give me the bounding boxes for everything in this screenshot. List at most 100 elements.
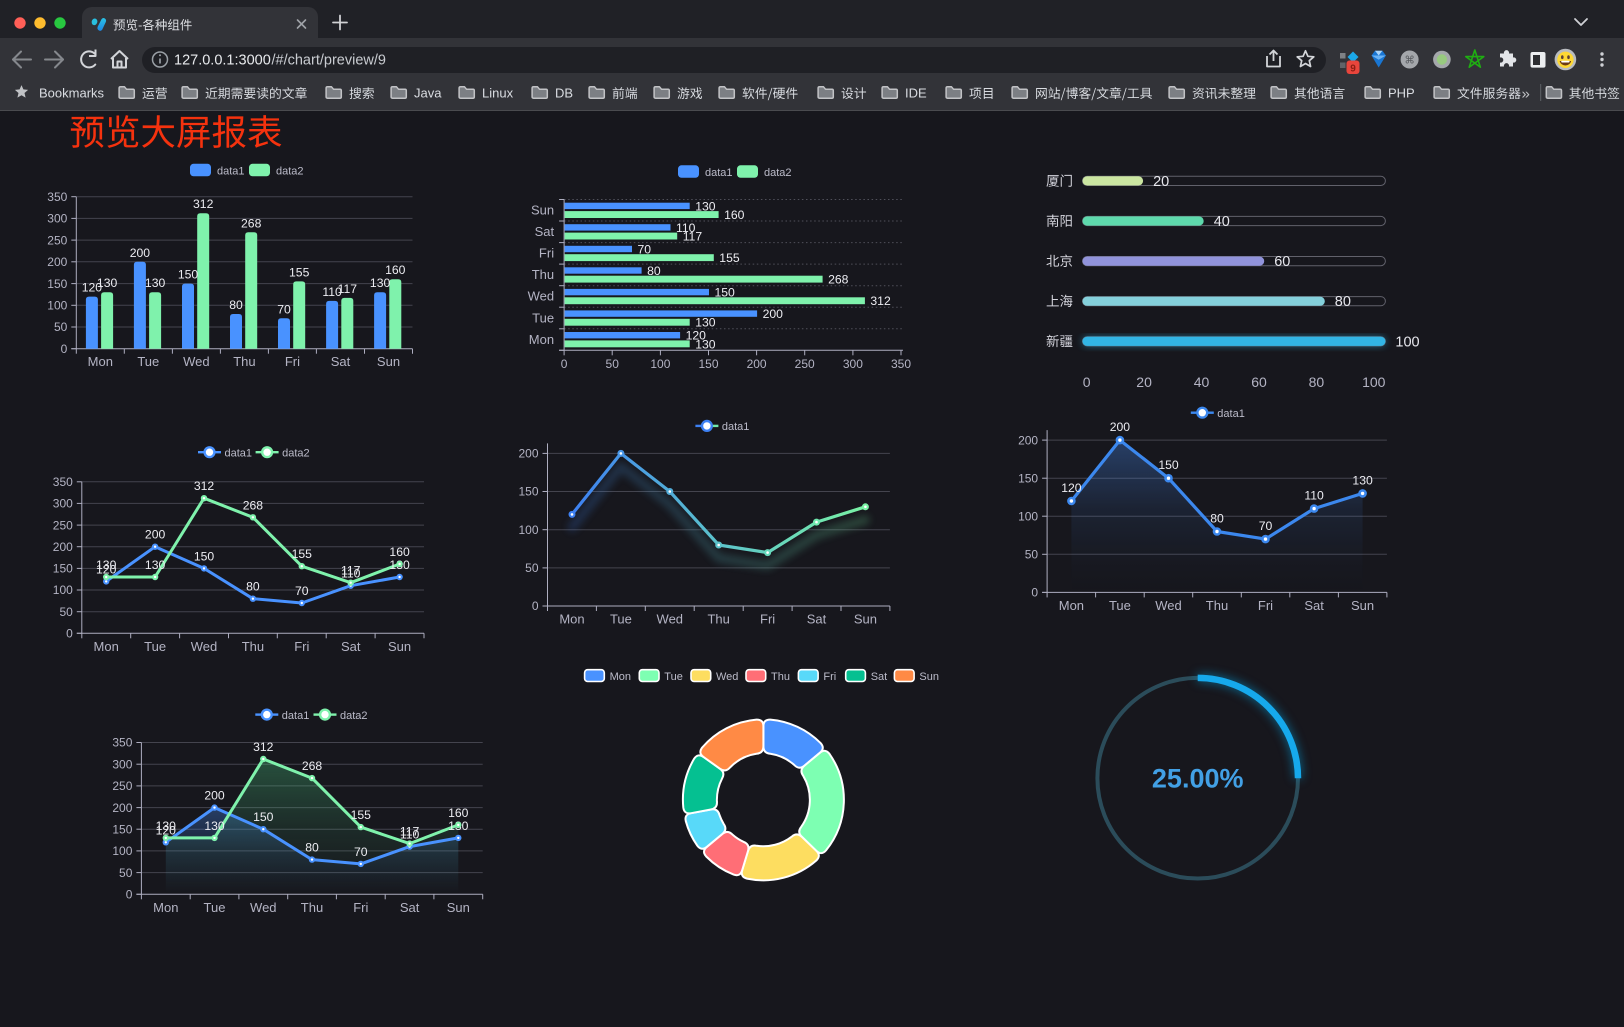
svg-text:150: 150 [253, 810, 274, 824]
svg-text:Sun: Sun [377, 354, 400, 369]
svg-text:Fri: Fri [1258, 598, 1273, 613]
svg-text:Tue: Tue [1109, 598, 1131, 613]
svg-text:80: 80 [1335, 294, 1351, 310]
svg-text:117: 117 [683, 230, 703, 244]
svg-text:120: 120 [96, 562, 117, 576]
svg-text:70: 70 [295, 584, 309, 598]
svg-text:130: 130 [1352, 473, 1373, 487]
svg-text:0: 0 [61, 342, 68, 356]
svg-text:200: 200 [145, 528, 166, 542]
svg-text:Mon: Mon [88, 354, 113, 369]
svg-text:117: 117 [400, 825, 420, 839]
svg-text:200: 200 [1018, 433, 1038, 447]
svg-text:350: 350 [53, 475, 73, 489]
svg-text:200: 200 [53, 540, 73, 554]
svg-text:Fri: Fri [539, 246, 554, 261]
svg-text:250: 250 [795, 357, 815, 371]
svg-text:120: 120 [686, 329, 707, 343]
svg-text:268: 268 [828, 273, 849, 287]
svg-text:80: 80 [1309, 374, 1325, 390]
svg-text:200: 200 [518, 447, 538, 461]
svg-text:120: 120 [1061, 481, 1082, 495]
svg-text:Sat: Sat [535, 224, 555, 239]
svg-text:Sun: Sun [388, 639, 411, 654]
svg-text:Wed: Wed [657, 612, 684, 627]
svg-text:Tue: Tue [532, 310, 554, 325]
svg-text:0: 0 [1031, 586, 1038, 600]
svg-text:200: 200 [747, 357, 767, 371]
svg-text:40: 40 [1214, 214, 1230, 230]
svg-text:155: 155 [292, 547, 313, 561]
svg-text:160: 160 [385, 263, 406, 277]
svg-text:Sat: Sat [400, 900, 420, 915]
svg-text:Sat: Sat [331, 354, 351, 369]
svg-text:9: 9 [1350, 63, 1356, 74]
svg-text:⌘: ⌘ [1404, 54, 1415, 66]
svg-text:data1: data1 [217, 165, 245, 177]
svg-text:Mon: Mon [153, 900, 178, 915]
svg-text:250: 250 [53, 518, 73, 532]
svg-text:Wed: Wed [716, 671, 738, 683]
svg-text:data2: data2 [276, 165, 304, 177]
svg-text:Mon: Mon [529, 332, 554, 347]
svg-text:50: 50 [606, 357, 620, 371]
svg-text:data2: data2 [764, 167, 792, 179]
svg-text:IDE: IDE [905, 86, 927, 101]
svg-text:200: 200 [204, 789, 225, 803]
svg-text:Sun: Sun [531, 203, 554, 218]
svg-text:Bookmarks: Bookmarks [39, 86, 105, 101]
svg-text:80: 80 [229, 298, 243, 312]
svg-text:20: 20 [1136, 374, 1152, 390]
svg-text:350: 350 [47, 190, 67, 204]
svg-text:110: 110 [1304, 489, 1324, 503]
svg-text:200: 200 [112, 801, 132, 815]
svg-text:312: 312 [870, 294, 891, 308]
svg-text:160: 160 [448, 806, 469, 820]
svg-text:Sun: Sun [1351, 598, 1374, 613]
svg-text:117: 117 [341, 564, 361, 578]
svg-text:110: 110 [322, 285, 342, 299]
svg-text:50: 50 [525, 561, 539, 575]
svg-text:80: 80 [246, 580, 260, 594]
svg-text:60: 60 [1251, 374, 1267, 390]
svg-text:/#/chart/preview/9: /#/chart/preview/9 [272, 53, 386, 69]
svg-text:data1: data1 [225, 448, 253, 460]
svg-text:300: 300 [843, 357, 863, 371]
svg-text:200: 200 [130, 246, 151, 260]
svg-text:150: 150 [194, 549, 215, 563]
svg-text:110: 110 [676, 221, 696, 235]
svg-text:150: 150 [715, 286, 736, 300]
svg-text:100: 100 [1395, 334, 1419, 350]
svg-text:300: 300 [112, 757, 132, 771]
svg-text:268: 268 [243, 498, 264, 512]
svg-text:117: 117 [338, 282, 358, 296]
svg-text:300: 300 [47, 212, 67, 226]
svg-text:150: 150 [698, 357, 718, 371]
svg-text:Linux: Linux [482, 86, 514, 101]
svg-text:150: 150 [47, 277, 67, 291]
svg-text:Tue: Tue [137, 354, 159, 369]
svg-text:Thu: Thu [1206, 598, 1228, 613]
svg-text:Java: Java [414, 86, 442, 101]
svg-text:160: 160 [724, 208, 745, 222]
svg-text:Sat: Sat [871, 671, 888, 683]
svg-text:data1: data1 [282, 710, 310, 722]
svg-text:20: 20 [1153, 174, 1169, 190]
svg-text:Thu: Thu [301, 900, 323, 915]
svg-text:Sun: Sun [854, 612, 877, 627]
svg-text:25.00%: 25.00% [1152, 764, 1244, 794]
svg-text:Tue: Tue [664, 671, 683, 683]
svg-text:Sat: Sat [1304, 598, 1324, 613]
svg-text:250: 250 [112, 779, 132, 793]
svg-text:150: 150 [112, 822, 132, 836]
svg-text:PHP: PHP [1388, 86, 1415, 101]
svg-text:268: 268 [302, 759, 323, 773]
svg-text:50: 50 [59, 605, 73, 619]
svg-text:»: » [1522, 86, 1530, 103]
svg-text:data2: data2 [340, 710, 368, 722]
svg-text:0: 0 [126, 888, 133, 902]
svg-text:130: 130 [695, 337, 716, 351]
svg-text:60: 60 [1274, 254, 1290, 270]
svg-text:Wed: Wed [528, 289, 555, 304]
svg-text:DB: DB [555, 86, 573, 101]
